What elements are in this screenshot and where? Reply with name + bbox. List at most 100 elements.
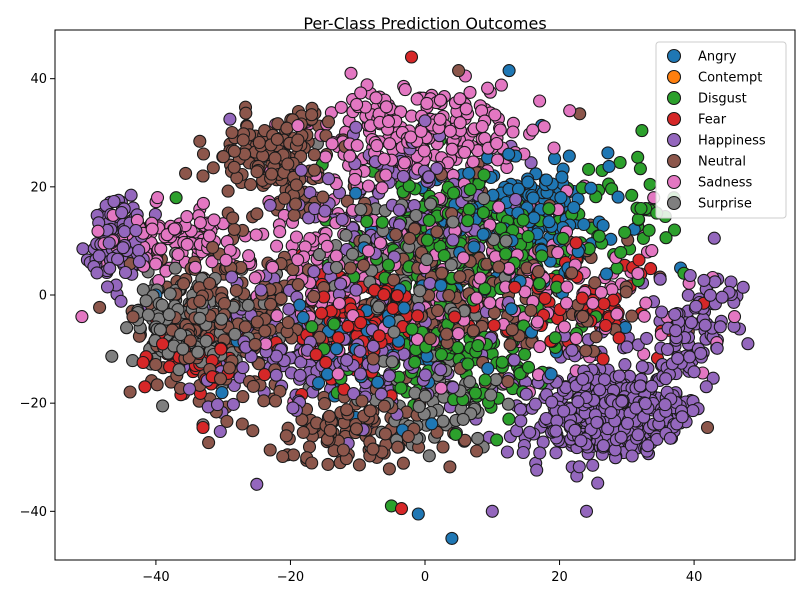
point-fear <box>487 318 501 332</box>
point-happiness <box>254 283 268 297</box>
point-fear <box>597 297 611 311</box>
point-sadness <box>375 181 389 195</box>
point-sadness <box>193 216 207 230</box>
point-sadness <box>557 320 571 334</box>
point-happiness <box>671 351 685 365</box>
legend-label-surprise: Surprise <box>698 197 752 212</box>
point-neutral <box>220 414 234 428</box>
point-happiness <box>514 414 528 428</box>
point-angry <box>577 217 591 232</box>
point-sadness <box>319 150 333 164</box>
point-disgust <box>635 124 649 138</box>
point-neutral <box>276 449 290 464</box>
point-angry <box>521 175 535 189</box>
point-happiness <box>226 397 240 411</box>
point-neutral <box>440 327 454 341</box>
point-sadness <box>344 66 358 80</box>
point-neutral <box>206 161 220 175</box>
point-neutral <box>287 208 301 222</box>
point-neutral <box>387 273 401 287</box>
point-happiness <box>549 424 563 438</box>
point-sadness <box>145 222 159 236</box>
point-happiness <box>335 212 349 227</box>
point-fear <box>612 331 626 345</box>
point-neutral <box>352 458 366 472</box>
point-neutral <box>505 323 519 337</box>
point-disgust <box>631 150 645 164</box>
legend-marker-surprise <box>666 195 682 211</box>
point-disgust <box>449 427 463 441</box>
point-disgust <box>476 206 490 220</box>
point-disgust <box>434 348 448 362</box>
point-neutral <box>222 361 236 375</box>
point-neutral <box>296 425 310 439</box>
point-angry <box>293 298 307 312</box>
point-neutral <box>289 178 303 192</box>
point-disgust <box>535 249 549 263</box>
point-disgust <box>360 214 374 229</box>
point-sadness <box>404 130 418 144</box>
point-sadness <box>727 310 742 324</box>
point-happiness <box>572 460 586 474</box>
point-fear <box>354 316 368 330</box>
point-disgust <box>634 201 648 216</box>
point-happiness <box>681 288 695 302</box>
point-surprise <box>329 260 344 275</box>
point-neutral <box>257 394 271 408</box>
point-surprise <box>422 449 436 463</box>
point-neutral <box>503 338 517 352</box>
point-surprise <box>409 208 423 223</box>
point-disgust <box>556 231 570 245</box>
point-happiness <box>655 305 669 319</box>
point-surprise <box>463 375 477 389</box>
point-sadness <box>270 239 284 253</box>
point-fear <box>390 289 404 303</box>
point-happiness <box>418 368 432 382</box>
point-sadness <box>370 139 384 153</box>
point-sadness <box>149 257 163 271</box>
point-surprise <box>163 287 177 301</box>
point-sadness <box>369 91 383 105</box>
point-surprise <box>126 354 140 368</box>
point-neutral <box>93 300 107 314</box>
point-neutral <box>452 64 466 78</box>
point-neutral <box>193 294 207 308</box>
point-neutral <box>268 394 283 408</box>
point-surprise <box>444 258 458 272</box>
point-surprise <box>139 294 153 308</box>
point-happiness <box>635 360 649 374</box>
point-happiness <box>615 394 629 408</box>
point-sadness <box>410 332 424 346</box>
point-neutral <box>349 422 364 436</box>
point-happiness <box>593 383 607 397</box>
legend-label-fear: Fear <box>698 113 727 128</box>
point-surprise <box>471 431 485 445</box>
point-disgust <box>631 212 645 226</box>
point-disgust <box>582 162 596 176</box>
point-sadness <box>180 210 194 224</box>
point-surprise <box>168 261 182 275</box>
y-tick-label: 40 <box>30 72 47 87</box>
legend-marker-angry <box>666 48 682 64</box>
point-disgust <box>461 357 475 371</box>
point-happiness <box>182 382 197 396</box>
legend-label-disgust: Disgust <box>698 92 747 107</box>
point-disgust <box>461 214 475 228</box>
point-angry <box>584 181 598 195</box>
point-neutral <box>193 134 207 148</box>
point-sadness <box>559 296 574 310</box>
point-happiness <box>124 188 138 202</box>
point-neutral <box>382 462 396 476</box>
point-disgust <box>478 373 492 387</box>
legend-label-sadness: Sadness <box>698 176 752 191</box>
point-angry <box>476 227 490 241</box>
point-sadness <box>331 367 345 381</box>
point-happiness <box>708 275 722 289</box>
point-happiness <box>103 261 117 275</box>
point-neutral <box>279 429 293 443</box>
point-neutral <box>391 440 405 454</box>
point-disgust <box>521 360 536 374</box>
point-surprise <box>156 399 170 413</box>
point-surprise <box>312 248 326 262</box>
point-happiness <box>565 343 579 357</box>
